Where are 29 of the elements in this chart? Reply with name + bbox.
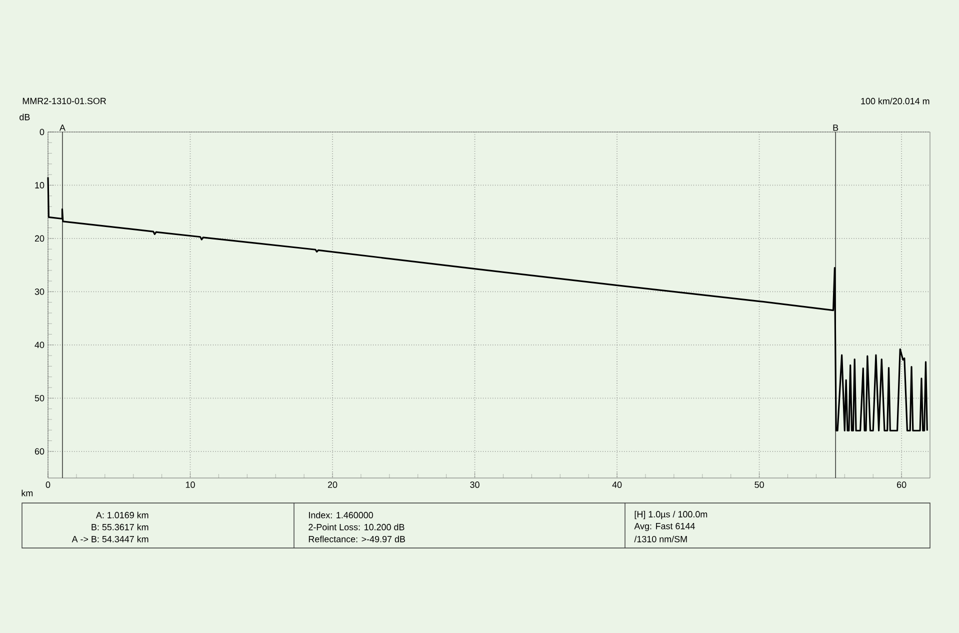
x-axis-title: km: [22, 490, 33, 496]
x-tick-label: 20: [328, 482, 338, 488]
x-tick-label: 60: [897, 482, 906, 488]
text: [H] 1.0µs / 100.0m: [634, 510, 708, 520]
text: A: 1.0169 km: [96, 512, 148, 518]
text: /1310 nm/SM: [634, 536, 687, 542]
x-tick-label: 10: [186, 482, 195, 488]
x-tick-label: 0: [46, 482, 50, 488]
y-tick-label: 0: [40, 128, 44, 136]
y-tick-label: 30: [34, 288, 44, 295]
text: B: 55.3617 km: [92, 524, 148, 530]
y-axis-title: dB: [20, 114, 30, 120]
y-tick-label: 50: [34, 394, 44, 402]
x-tick-label: 50: [754, 482, 764, 488]
text: 100 km/20.014 m: [861, 98, 930, 104]
chart-title: MMR2-1310-01.SOR: [22, 98, 106, 104]
ref-line-label: A: [59, 124, 66, 131]
y-tick-label: 60: [34, 448, 44, 455]
y-tick-label: 40: [34, 342, 44, 348]
y-tick-label: 10: [35, 182, 44, 188]
x-tick-label: 30: [470, 482, 480, 488]
y-tick-label: 20: [34, 235, 44, 242]
ref-line-label: B: [833, 124, 838, 131]
x-tick-label: 40: [612, 482, 622, 488]
text: Index: 1.460000: [309, 512, 373, 518]
text: 2-Point Loss: 10.200 dB: [308, 524, 404, 530]
text: Avg: Fast 6144: [634, 522, 695, 532]
text: Reflectance: >-49.97 dB: [308, 536, 406, 542]
text: A -> B: 54.3447 km: [72, 536, 148, 542]
